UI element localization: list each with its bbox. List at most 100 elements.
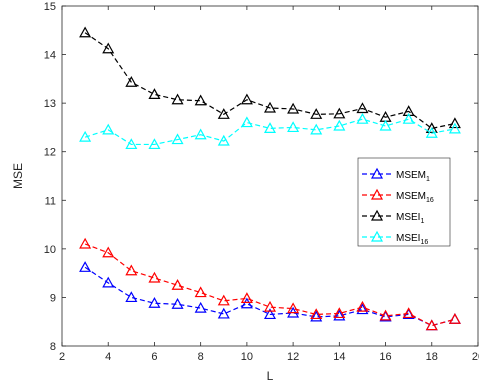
data-point-marker <box>148 271 161 283</box>
data-point-marker <box>448 313 461 324</box>
x-tick-label: 10 <box>241 351 253 363</box>
x-tick-label: 16 <box>379 351 391 363</box>
y-tick-label: 13 <box>44 98 56 110</box>
data-point-marker <box>425 122 438 133</box>
data-point-marker <box>125 291 138 303</box>
data-point-marker <box>194 286 207 298</box>
data-point-marker <box>402 112 415 124</box>
legend-label-name: MSEM <box>396 191 426 202</box>
data-point-marker <box>102 42 115 54</box>
data-point-marker <box>310 310 323 322</box>
data-point-marker <box>263 300 277 312</box>
data-point-marker <box>310 308 323 320</box>
data-point-marker <box>217 307 230 319</box>
data-point-marker <box>263 308 277 320</box>
data-point-marker <box>333 107 346 119</box>
x-tick-label: 2 <box>59 351 65 363</box>
data-point-marker <box>79 237 92 249</box>
legend-entry: MSEM1 <box>362 167 430 183</box>
legend-label-name: MSEM <box>396 170 426 181</box>
data-point-marker <box>448 122 461 134</box>
legend-marker-swatch <box>370 188 384 200</box>
data-point-marker <box>171 133 184 145</box>
data-point-marker <box>217 294 230 306</box>
series-msem-16 <box>79 237 461 331</box>
series-line <box>84 118 456 146</box>
data-point-marker <box>333 309 346 321</box>
data-point-marker <box>79 26 92 38</box>
series-msei-1 <box>79 26 461 133</box>
data-point-marker <box>79 261 92 272</box>
data-point-marker <box>148 138 161 150</box>
data-point-marker <box>171 279 184 290</box>
x-tick-label: 4 <box>105 351 111 363</box>
data-point-marker <box>148 297 161 308</box>
x-axis-label: L <box>267 369 274 383</box>
data-point-marker <box>240 297 253 309</box>
data-point-marker <box>217 108 230 119</box>
legend-label-subscript: 1 <box>426 176 430 183</box>
data-point-marker <box>102 123 115 135</box>
data-point-marker <box>425 319 438 331</box>
legend-label: MSEM1 <box>396 170 430 183</box>
data-point-marker <box>263 101 277 113</box>
data-point-marker <box>240 292 253 303</box>
data-point-marker <box>194 301 207 313</box>
data-point-marker <box>194 94 207 106</box>
data-point-marker <box>448 117 461 129</box>
data-point-marker <box>125 76 138 87</box>
series-msei-16 <box>79 112 461 150</box>
data-point-marker <box>240 93 253 105</box>
x-tick-label: 6 <box>151 351 157 363</box>
data-point-marker <box>263 122 277 133</box>
series-line <box>84 32 456 130</box>
legend-box <box>357 157 451 247</box>
data-point-marker <box>217 134 230 146</box>
legend-label: MSEM16 <box>396 191 434 204</box>
y-tick-label: 9 <box>50 292 56 304</box>
data-point-marker <box>125 138 138 150</box>
y-tick-label: 15 <box>44 1 56 13</box>
data-point-marker <box>148 88 161 100</box>
data-point-marker <box>333 119 346 131</box>
data-point-marker <box>402 307 415 319</box>
legend-label-name: MSEI <box>396 233 420 244</box>
legend-label-name: MSEI <box>396 212 420 223</box>
x-tick-label: 18 <box>426 351 438 363</box>
data-point-marker <box>379 309 392 321</box>
x-tick-label: 14 <box>333 351 345 363</box>
legend-marker-swatch <box>370 230 384 242</box>
series-line <box>84 266 456 327</box>
y-tick-label: 8 <box>50 341 56 353</box>
y-axis-label: MSE <box>11 163 25 189</box>
data-point-marker <box>310 108 323 119</box>
data-point-marker <box>356 112 369 124</box>
y-tick-label: 10 <box>44 244 56 256</box>
data-point-marker <box>379 119 392 131</box>
legend-entry: MSEM16 <box>362 188 434 204</box>
y-tick-label: 14 <box>44 50 56 62</box>
data-point-marker <box>194 128 207 140</box>
data-point-marker <box>240 116 253 128</box>
x-axis-ticks: 2 4 6 8 10 12 14 16 18 20 <box>59 6 479 363</box>
legend-label: MSEI1 <box>396 212 424 225</box>
data-point-marker <box>171 297 184 309</box>
data-point-marker <box>102 276 115 288</box>
legend-label-subscript: 16 <box>426 197 434 204</box>
legend-entry: MSEI1 <box>362 209 424 225</box>
data-point-marker <box>310 123 323 135</box>
data-point-marker <box>287 302 300 314</box>
legend-marker-swatch <box>370 167 384 179</box>
x-tick-label: 12 <box>287 351 299 363</box>
data-point-marker <box>102 246 115 258</box>
legend-label-subscript: 1 <box>420 218 424 225</box>
data-point-marker <box>171 93 184 105</box>
data-point-marker <box>333 307 346 319</box>
legend-marker-swatch <box>370 209 384 221</box>
data-point-marker <box>425 127 438 138</box>
legend-entry: MSEI16 <box>362 230 428 246</box>
data-point-marker <box>287 102 300 114</box>
